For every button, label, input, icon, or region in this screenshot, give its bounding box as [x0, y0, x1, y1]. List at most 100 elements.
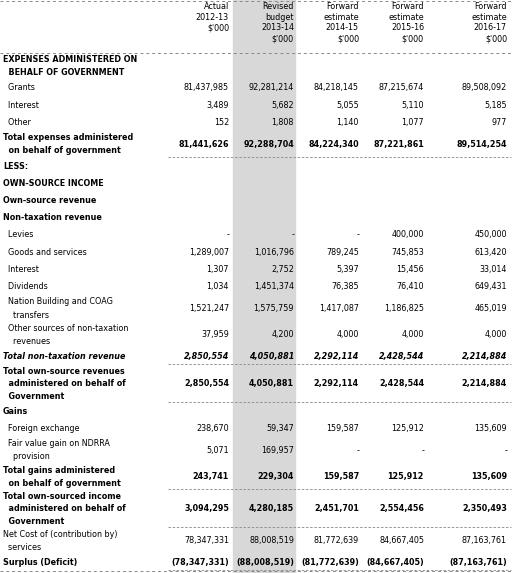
- Text: 2,292,114: 2,292,114: [314, 379, 359, 388]
- Text: 89,508,092: 89,508,092: [462, 84, 507, 92]
- Text: administered on behalf of: administered on behalf of: [3, 379, 126, 388]
- Text: -: -: [291, 230, 294, 240]
- Text: (78,347,331): (78,347,331): [171, 558, 229, 567]
- Text: 4,200: 4,200: [271, 330, 294, 339]
- Text: 238,670: 238,670: [197, 424, 229, 433]
- Text: Actual
2012-13
$'000: Actual 2012-13 $'000: [196, 2, 229, 33]
- Text: 88,008,519: 88,008,519: [249, 536, 294, 545]
- Text: Government: Government: [3, 517, 64, 525]
- Text: 2,428,544: 2,428,544: [379, 352, 424, 361]
- Text: Grants: Grants: [3, 84, 35, 92]
- Text: LESS:: LESS:: [3, 162, 28, 171]
- Text: 5,397: 5,397: [336, 265, 359, 274]
- Text: 15,456: 15,456: [396, 265, 424, 274]
- Text: Interest: Interest: [3, 101, 39, 109]
- Text: 5,682: 5,682: [271, 101, 294, 109]
- Text: 81,437,985: 81,437,985: [184, 84, 229, 92]
- Text: 4,050,881: 4,050,881: [249, 379, 294, 388]
- Text: Forward
estimate
2015-16
$'000: Forward estimate 2015-16 $'000: [389, 2, 424, 43]
- Text: Total own-sourced income: Total own-sourced income: [3, 492, 121, 501]
- Text: Foreign exchange: Foreign exchange: [3, 424, 79, 433]
- Text: 2,554,456: 2,554,456: [379, 504, 424, 513]
- Text: on behalf of government: on behalf of government: [3, 146, 121, 155]
- Text: Dividends: Dividends: [3, 282, 48, 291]
- Text: Fair value gain on NDRRA: Fair value gain on NDRRA: [3, 439, 110, 448]
- Text: administered on behalf of: administered on behalf of: [3, 504, 126, 513]
- Text: 87,215,674: 87,215,674: [379, 84, 424, 92]
- Text: Total non-taxation revenue: Total non-taxation revenue: [3, 352, 125, 361]
- Text: 789,245: 789,245: [326, 248, 359, 257]
- Text: 125,912: 125,912: [388, 472, 424, 481]
- Text: (84,667,405): (84,667,405): [366, 558, 424, 567]
- Text: Surplus (Deficit): Surplus (Deficit): [3, 558, 77, 567]
- Text: 152: 152: [214, 118, 229, 127]
- Text: 229,304: 229,304: [258, 472, 294, 481]
- Text: -: -: [504, 446, 507, 455]
- Text: Other sources of non-taxation: Other sources of non-taxation: [3, 324, 129, 333]
- Text: 87,163,761: 87,163,761: [462, 536, 507, 545]
- Text: 33,014: 33,014: [480, 265, 507, 274]
- Text: 1,307: 1,307: [206, 265, 229, 274]
- Text: Revised
budget
2013-14
$'000: Revised budget 2013-14 $'000: [261, 2, 294, 43]
- Text: Total expenses administered: Total expenses administered: [3, 133, 133, 142]
- Text: 2,214,884: 2,214,884: [462, 352, 507, 361]
- Text: 1,140: 1,140: [336, 118, 359, 127]
- Text: 159,587: 159,587: [326, 424, 359, 433]
- Text: 3,489: 3,489: [206, 101, 229, 109]
- Text: 1,575,759: 1,575,759: [253, 304, 294, 313]
- Text: Government: Government: [3, 392, 64, 401]
- Text: 1,808: 1,808: [272, 118, 294, 127]
- Text: -: -: [356, 446, 359, 455]
- Text: 4,280,185: 4,280,185: [249, 504, 294, 513]
- Text: 84,667,405: 84,667,405: [379, 536, 424, 545]
- Text: 5,055: 5,055: [336, 101, 359, 109]
- Text: 92,288,704: 92,288,704: [243, 140, 294, 149]
- Text: Net Cost of (contribution by): Net Cost of (contribution by): [3, 529, 117, 539]
- Text: 2,752: 2,752: [271, 265, 294, 274]
- Text: Forward
estimate
2016-17
$'000: Forward estimate 2016-17 $'000: [472, 2, 507, 43]
- Text: 2,214,884: 2,214,884: [462, 379, 507, 388]
- Text: 4,050,881: 4,050,881: [249, 352, 294, 361]
- Text: 84,224,340: 84,224,340: [308, 140, 359, 149]
- Text: 613,420: 613,420: [475, 248, 507, 257]
- Text: 81,441,626: 81,441,626: [179, 140, 229, 149]
- Text: Other: Other: [3, 118, 31, 127]
- Text: 2,850,554: 2,850,554: [184, 379, 229, 388]
- Text: Nation Building and COAG: Nation Building and COAG: [3, 297, 113, 307]
- Text: 78,347,331: 78,347,331: [184, 536, 229, 545]
- Text: 977: 977: [492, 118, 507, 127]
- Text: Non-taxation revenue: Non-taxation revenue: [3, 213, 102, 222]
- Text: Total gains administered: Total gains administered: [3, 466, 115, 474]
- Text: 87,221,861: 87,221,861: [373, 140, 424, 149]
- Text: 59,347: 59,347: [266, 424, 294, 433]
- Text: 89,514,254: 89,514,254: [457, 140, 507, 149]
- Text: 5,110: 5,110: [401, 101, 424, 109]
- Text: 400,000: 400,000: [392, 230, 424, 240]
- Text: 4,000: 4,000: [336, 330, 359, 339]
- Text: (88,008,519): (88,008,519): [236, 558, 294, 567]
- Bar: [233, 0, 295, 573]
- Text: 1,077: 1,077: [401, 118, 424, 127]
- Text: 37,959: 37,959: [201, 330, 229, 339]
- Text: 649,431: 649,431: [475, 282, 507, 291]
- Text: 169,957: 169,957: [261, 446, 294, 455]
- Text: 1,521,247: 1,521,247: [189, 304, 229, 313]
- Text: Own-source revenue: Own-source revenue: [3, 196, 96, 205]
- Text: 1,417,087: 1,417,087: [319, 304, 359, 313]
- Text: on behalf of government: on behalf of government: [3, 479, 121, 488]
- Text: 1,289,007: 1,289,007: [189, 248, 229, 257]
- Text: 1,451,374: 1,451,374: [254, 282, 294, 291]
- Text: 1,186,825: 1,186,825: [384, 304, 424, 313]
- Text: 159,587: 159,587: [323, 472, 359, 481]
- Text: 135,609: 135,609: [471, 472, 507, 481]
- Text: -: -: [421, 446, 424, 455]
- Text: 2,350,493: 2,350,493: [462, 504, 507, 513]
- Text: Interest: Interest: [3, 265, 39, 274]
- Text: 81,772,639: 81,772,639: [314, 536, 359, 545]
- Text: Forward
estimate
2014-15
$'000: Forward estimate 2014-15 $'000: [324, 2, 359, 43]
- Text: -: -: [356, 230, 359, 240]
- Text: 135,609: 135,609: [475, 424, 507, 433]
- Text: 76,385: 76,385: [331, 282, 359, 291]
- Text: Gains: Gains: [3, 407, 28, 416]
- Text: 2,292,114: 2,292,114: [314, 352, 359, 361]
